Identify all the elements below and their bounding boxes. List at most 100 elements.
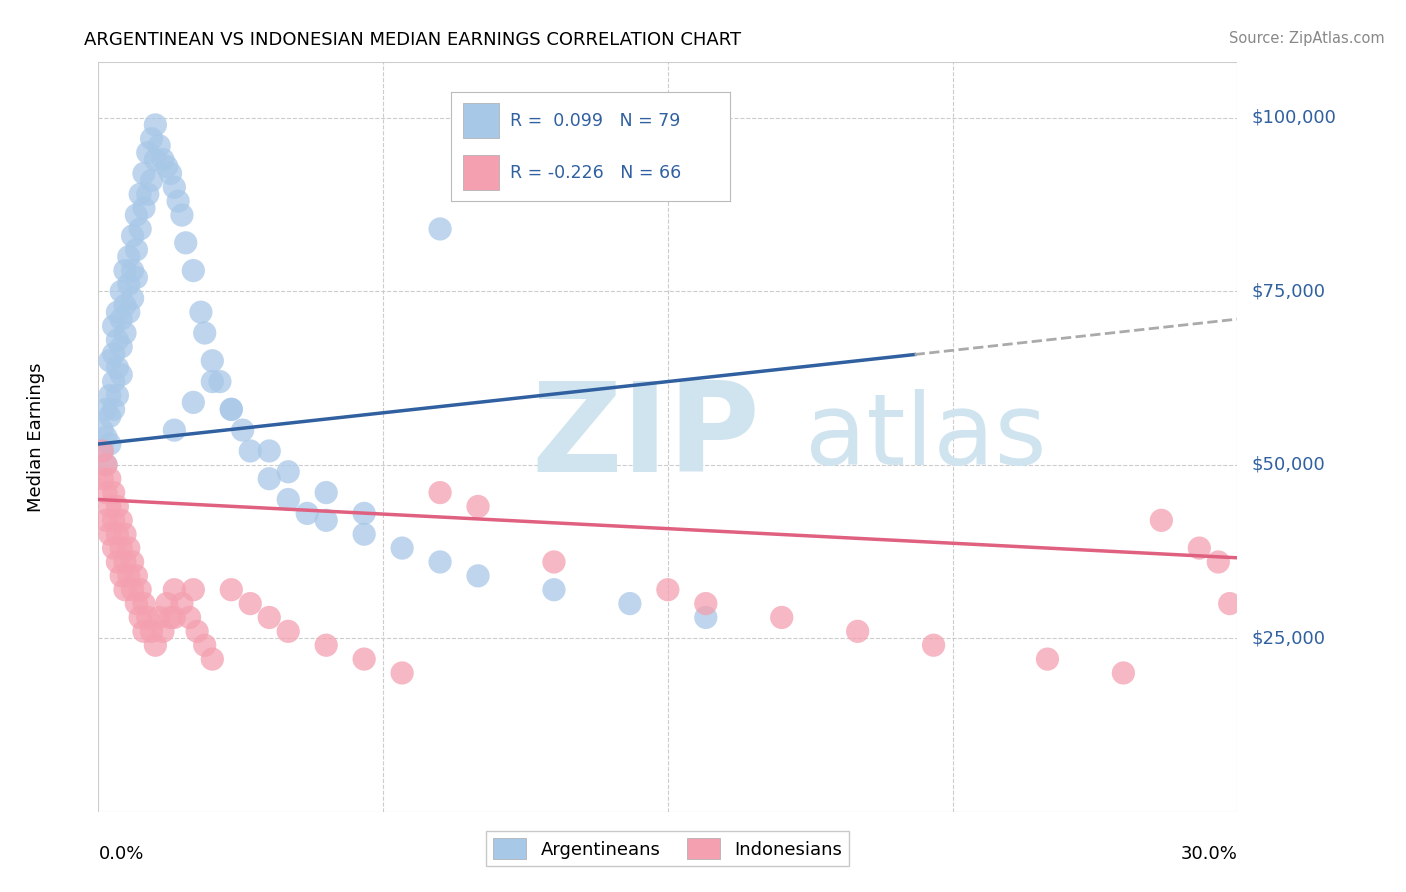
Point	[121, 263, 143, 277]
Point	[201, 375, 224, 389]
Point	[259, 472, 281, 486]
Point	[156, 160, 179, 174]
Point	[132, 597, 155, 611]
Point	[129, 582, 152, 597]
Point	[98, 500, 121, 514]
Text: $50,000: $50,000	[1251, 456, 1324, 474]
Point	[141, 132, 163, 146]
Point	[391, 665, 413, 680]
Point	[91, 444, 114, 458]
Point	[107, 305, 129, 319]
Point	[125, 270, 148, 285]
Point	[1036, 652, 1059, 666]
Point	[107, 333, 129, 347]
Point	[208, 375, 231, 389]
Point	[94, 458, 117, 472]
Point	[125, 569, 148, 583]
Text: $25,000: $25,000	[1251, 629, 1326, 648]
Point	[170, 208, 193, 222]
Point	[121, 555, 143, 569]
Point	[107, 527, 129, 541]
Point	[107, 388, 129, 402]
Point	[118, 541, 141, 555]
Point	[259, 610, 281, 624]
Point	[1150, 513, 1173, 527]
Text: $75,000: $75,000	[1251, 283, 1326, 301]
Point	[110, 541, 132, 555]
Point	[277, 465, 299, 479]
Point	[277, 492, 299, 507]
Point	[110, 312, 132, 326]
Point	[239, 444, 262, 458]
Point	[1208, 555, 1230, 569]
Point	[315, 485, 337, 500]
Point	[467, 569, 489, 583]
Point	[543, 555, 565, 569]
Point	[315, 513, 337, 527]
Point	[353, 507, 375, 521]
Point	[118, 569, 141, 583]
Point	[94, 513, 117, 527]
Point	[129, 222, 152, 236]
Point	[110, 340, 132, 354]
Point	[145, 638, 167, 652]
Point	[148, 610, 170, 624]
Point	[170, 597, 193, 611]
Point	[94, 485, 117, 500]
Point	[695, 610, 717, 624]
Point	[163, 610, 186, 624]
Point	[98, 437, 121, 451]
Point	[167, 194, 190, 209]
Point	[121, 582, 143, 597]
Text: atlas: atlas	[804, 389, 1046, 485]
Point	[315, 638, 337, 652]
Point	[136, 610, 159, 624]
Point	[429, 485, 451, 500]
Point	[657, 582, 679, 597]
Point	[429, 222, 451, 236]
Point	[94, 430, 117, 444]
Point	[201, 652, 224, 666]
Point	[391, 541, 413, 555]
Point	[1188, 541, 1211, 555]
Point	[145, 153, 167, 167]
Point	[98, 388, 121, 402]
Point	[297, 507, 319, 521]
Point	[132, 201, 155, 215]
Point	[136, 187, 159, 202]
Point	[103, 541, 125, 555]
Text: ARGENTINEAN VS INDONESIAN MEDIAN EARNINGS CORRELATION CHART: ARGENTINEAN VS INDONESIAN MEDIAN EARNING…	[84, 31, 741, 49]
Point	[110, 513, 132, 527]
Point	[194, 326, 217, 340]
Point	[118, 305, 141, 319]
Point	[132, 166, 155, 180]
Point	[103, 513, 125, 527]
Point	[221, 582, 243, 597]
Point	[846, 624, 869, 639]
Point	[114, 527, 136, 541]
Point	[183, 395, 205, 409]
Point	[91, 423, 114, 437]
Point	[232, 423, 254, 437]
Point	[110, 285, 132, 299]
Point	[114, 298, 136, 312]
Point	[239, 597, 262, 611]
Point	[121, 291, 143, 305]
Point	[190, 305, 212, 319]
Point	[353, 527, 375, 541]
Point	[259, 444, 281, 458]
Point	[114, 326, 136, 340]
Point	[107, 360, 129, 375]
Point	[136, 145, 159, 160]
Point	[141, 173, 163, 187]
Point	[221, 402, 243, 417]
Point	[156, 597, 179, 611]
Point	[125, 208, 148, 222]
Point	[129, 610, 152, 624]
Point	[103, 375, 125, 389]
Point	[107, 555, 129, 569]
Point	[118, 277, 141, 292]
Point	[922, 638, 945, 652]
Point	[110, 569, 132, 583]
Point	[91, 472, 114, 486]
